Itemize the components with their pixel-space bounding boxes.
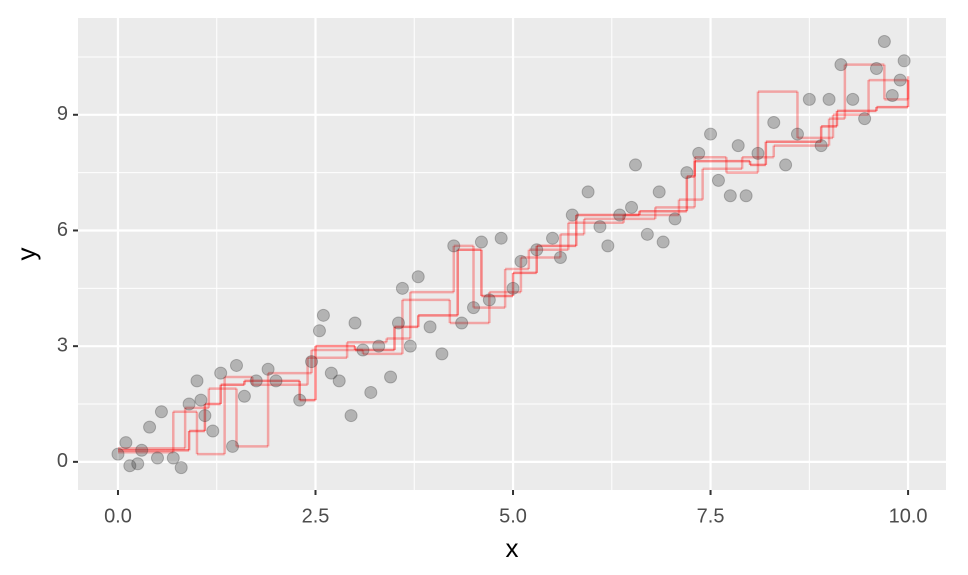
- x-axis-title: x: [506, 533, 519, 563]
- point: [467, 301, 481, 315]
- point: [226, 439, 240, 453]
- point: [822, 92, 836, 106]
- x-tick-label: 7.5: [697, 505, 725, 527]
- point: [474, 235, 488, 249]
- point: [877, 35, 891, 49]
- point: [625, 200, 639, 214]
- point: [194, 393, 208, 407]
- point: [767, 116, 781, 130]
- point: [514, 254, 528, 268]
- point: [858, 112, 872, 126]
- point: [423, 320, 437, 334]
- point: [411, 270, 425, 284]
- point: [680, 166, 694, 180]
- point: [494, 231, 508, 245]
- point: [565, 208, 579, 222]
- point: [613, 208, 627, 222]
- x-tick-label: 5.0: [499, 505, 527, 527]
- point: [111, 447, 125, 461]
- point: [546, 231, 560, 245]
- point: [332, 374, 346, 388]
- point: [174, 461, 188, 475]
- point: [628, 158, 642, 172]
- point: [364, 385, 378, 399]
- point: [885, 89, 899, 103]
- point: [154, 405, 168, 419]
- point: [506, 281, 520, 295]
- point: [348, 316, 362, 330]
- point: [447, 239, 461, 253]
- point: [711, 173, 725, 187]
- point: [704, 127, 718, 141]
- point: [316, 308, 330, 322]
- y-tick-label: 0: [57, 450, 68, 472]
- point: [553, 250, 567, 264]
- point: [739, 189, 753, 203]
- point: [214, 366, 228, 380]
- point: [790, 127, 804, 141]
- point: [731, 139, 745, 153]
- point: [198, 409, 212, 423]
- point: [237, 389, 251, 403]
- point: [834, 58, 848, 72]
- point: [846, 92, 860, 106]
- point: [668, 212, 682, 226]
- point: [131, 457, 145, 471]
- point: [751, 146, 765, 160]
- point: [190, 374, 204, 388]
- point: [814, 139, 828, 153]
- point: [723, 189, 737, 203]
- point: [893, 73, 907, 87]
- point: [356, 343, 370, 357]
- point: [143, 420, 157, 434]
- y-axis-title: y: [11, 248, 41, 261]
- point: [403, 339, 417, 353]
- point: [206, 424, 220, 438]
- point: [305, 355, 319, 369]
- point: [435, 347, 449, 361]
- point: [601, 239, 615, 253]
- point: [261, 362, 275, 376]
- y-tick-label: 6: [57, 219, 68, 241]
- point: [324, 366, 338, 380]
- point: [293, 393, 307, 407]
- point: [581, 185, 595, 199]
- point: [166, 451, 180, 465]
- point: [482, 293, 496, 307]
- point: [150, 451, 164, 465]
- point: [372, 339, 386, 353]
- point: [123, 459, 137, 473]
- y-tick-label: 3: [57, 334, 68, 356]
- point: [897, 54, 911, 68]
- point: [119, 436, 133, 450]
- point: [593, 220, 607, 234]
- point: [384, 370, 398, 384]
- point: [135, 443, 149, 457]
- point: [344, 409, 358, 423]
- point: [802, 92, 816, 106]
- x-tick-label: 0.0: [104, 505, 132, 527]
- x-tick-label: 10.0: [889, 505, 928, 527]
- point: [652, 185, 666, 199]
- point: [530, 243, 544, 257]
- point: [640, 227, 654, 241]
- point: [312, 324, 326, 338]
- point: [779, 158, 793, 172]
- point: [656, 235, 670, 249]
- point: [692, 146, 706, 160]
- point: [391, 316, 405, 330]
- point: [395, 281, 409, 295]
- point: [249, 374, 263, 388]
- point: [229, 358, 243, 372]
- point: [455, 316, 469, 330]
- point: [869, 62, 883, 76]
- point: [182, 397, 196, 411]
- y-tick-label: 9: [57, 103, 68, 125]
- x-tick-label: 2.5: [302, 505, 330, 527]
- point: [269, 374, 283, 388]
